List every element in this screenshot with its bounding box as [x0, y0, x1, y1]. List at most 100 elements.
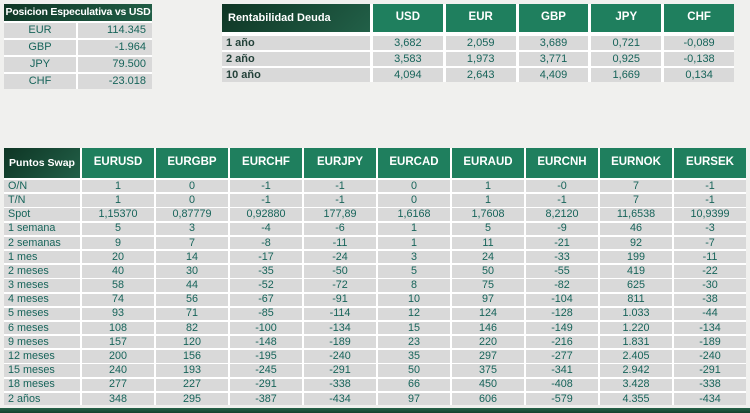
swap-points-row: 2 semanas 9 7 -8 -11 1 11 -21 92 -7: [4, 236, 746, 250]
swap-value: -67: [230, 293, 302, 306]
speculative-position-title: Posicion Especulativa vs USD: [4, 4, 152, 21]
swap-value: 3: [156, 222, 228, 235]
debt-yield-row: 2 año 3,583 1,973 3,771 0,925 -0,138: [222, 52, 734, 66]
swap-value: -100: [230, 321, 302, 335]
swap-value: -6: [304, 222, 376, 235]
swap-value: 0,92880: [230, 208, 302, 221]
currency-label: JPY: [4, 57, 76, 72]
swap-value: 120: [156, 336, 228, 349]
swap-value: 23: [378, 336, 450, 349]
yield-value: 4,409: [518, 68, 589, 82]
currency-label: EUR: [4, 23, 76, 38]
swap-value: 811: [600, 293, 672, 306]
swap-column-header: EURAUD: [452, 148, 524, 178]
swap-value: -1: [304, 180, 376, 193]
swap-column-header: EURCAD: [378, 148, 450, 178]
swap-value: 124: [452, 307, 524, 321]
swap-value: 5: [378, 265, 450, 278]
swap-points-title: Puntos Swap: [4, 148, 80, 178]
tenor-label: 15 meses: [4, 364, 80, 377]
tenor-label: T/N: [4, 194, 80, 207]
tenor-label: Spot: [4, 208, 80, 221]
swap-value: -35: [230, 265, 302, 278]
swap-value: -148: [230, 336, 302, 349]
swap-value: -21: [526, 236, 598, 250]
tenor-label: 3 meses: [4, 279, 80, 292]
swap-value: 56: [156, 293, 228, 306]
swap-value: 5: [82, 222, 154, 235]
tenor-label: 12 meses: [4, 350, 80, 363]
speculative-position-rows: EUR 114.345 GBP -1.964 JPY 79.500 CHF -23.018: [4, 23, 152, 89]
swap-value: -291: [230, 378, 302, 392]
tenor-label: 10 año: [222, 68, 370, 82]
swap-value: -11: [674, 250, 746, 264]
tenor-label: 6 meses: [4, 321, 80, 335]
swap-points-row: O/N 1 0 -1 -1 0 1 -0 7 -1: [4, 180, 746, 193]
spec-position-row: EUR 114.345: [4, 23, 152, 38]
swap-value: 71: [156, 307, 228, 321]
swap-column-header: EURJPY: [304, 148, 376, 178]
debt-yield-row: 10 año 4,094 2,643 4,409 1,669 0,134: [222, 68, 734, 82]
tenor-label: 2 años: [4, 392, 80, 406]
swap-value: 156: [156, 350, 228, 363]
swap-value: -134: [304, 321, 376, 335]
swap-value: -72: [304, 279, 376, 292]
swap-value: -216: [526, 336, 598, 349]
swap-value: 220: [452, 336, 524, 349]
swap-value: 1: [378, 236, 450, 250]
swap-value: 75: [452, 279, 524, 292]
swap-value: 157: [82, 336, 154, 349]
swap-value: 625: [600, 279, 672, 292]
swap-value: -149: [526, 321, 598, 335]
swap-value: 0,87779: [156, 208, 228, 221]
swap-value: 1: [82, 194, 154, 207]
swap-value: -245: [230, 364, 302, 377]
swap-value: -4: [230, 222, 302, 235]
swap-value: -0: [526, 180, 598, 193]
swap-points-row: 2 años 348 295 -387 -434 97 606 -579 4.355 -434: [4, 392, 746, 406]
swap-value: 10: [378, 293, 450, 306]
swap-value: 3.428: [600, 378, 672, 392]
swap-value: 1.033: [600, 307, 672, 321]
yield-value: 3,583: [373, 52, 443, 66]
swap-value: -338: [304, 378, 376, 392]
spec-position-row: CHF -23.018: [4, 74, 152, 89]
swap-value: 8,2120: [526, 208, 598, 221]
swap-value: -1: [230, 194, 302, 207]
tenor-label: 1 año: [222, 36, 370, 50]
swap-value: -11: [304, 236, 376, 250]
swap-value: -338: [674, 378, 746, 392]
debt-yield-row: 1 año 3,682 2,059 3,689 0,721 -0,089: [222, 36, 734, 50]
swap-value: -85: [230, 307, 302, 321]
swap-value: -434: [304, 392, 376, 406]
swap-value: 193: [156, 364, 228, 377]
swap-value: 20: [82, 250, 154, 264]
swap-value: 66: [378, 378, 450, 392]
currency-label: CHF: [4, 74, 76, 89]
swap-value: 375: [452, 364, 524, 377]
swap-value: -91: [304, 293, 376, 306]
debt-column-header: USD: [373, 4, 443, 32]
swap-value: 1,7608: [452, 208, 524, 221]
swap-value: -189: [674, 336, 746, 349]
swap-column-header: EURGBP: [156, 148, 228, 178]
swap-value: 97: [378, 392, 450, 406]
swap-value: 74: [82, 293, 154, 306]
swap-value: -9: [526, 222, 598, 235]
swap-value: 108: [82, 321, 154, 335]
swap-value: 50: [452, 265, 524, 278]
yield-value: 3,771: [518, 52, 589, 66]
swap-value: -1: [674, 194, 746, 207]
swap-value: -240: [674, 350, 746, 363]
debt-column-header: EUR: [445, 4, 516, 32]
swap-value: -114: [304, 307, 376, 321]
swap-value: 1,6168: [378, 208, 450, 221]
yield-value: 1,669: [591, 68, 662, 82]
swap-value: 7: [600, 180, 672, 193]
swap-value: -104: [526, 293, 598, 306]
debt-yield-header-row: Rentabilidad Deuda USD EUR GBP JPY CHF: [222, 4, 734, 32]
swap-value: 295: [156, 392, 228, 406]
swap-value: -55: [526, 265, 598, 278]
swap-points-row: 6 meses 108 82 -100 -134 15 146 -149 1.220 -134: [4, 321, 746, 335]
swap-value: 2.942: [600, 364, 672, 377]
